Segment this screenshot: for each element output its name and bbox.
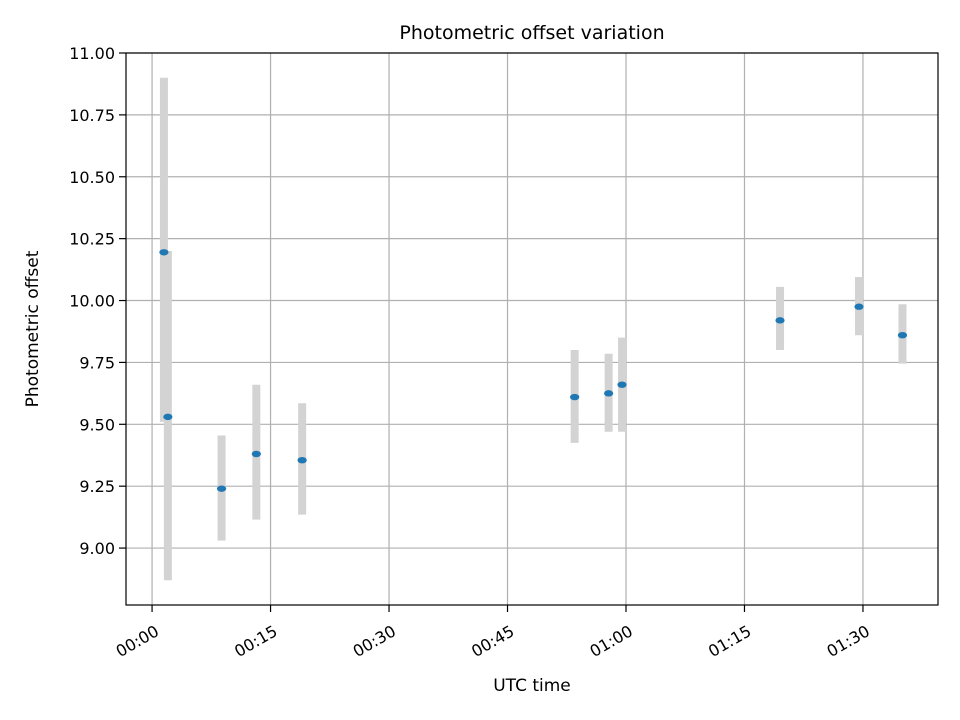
y-axis: 9.00 9.25 9.50 9.75 10.00 10.25 10.50 10.75 11.0… — [69, 44, 126, 558]
data-point — [297, 456, 307, 464]
data-points — [159, 249, 908, 492]
data-point — [159, 249, 169, 256]
y-tick-label: 10.50 — [69, 168, 115, 187]
chart-title: Photometric offset variation — [399, 22, 664, 44]
data-point — [617, 381, 627, 388]
plot-frame — [125, 52, 939, 606]
data-point — [570, 393, 580, 401]
grid — [126, 52, 938, 605]
data-point — [854, 303, 864, 310]
y-tick-label: 10.75 — [69, 106, 115, 125]
y-tick-label: 9.50 — [79, 415, 115, 434]
data-point — [216, 485, 227, 492]
x-axis-label: UTC time — [493, 676, 571, 696]
y-tick-label: 10.25 — [69, 230, 115, 249]
data-point — [897, 331, 908, 339]
y-axis-label: Photometric offset — [23, 250, 43, 407]
data-point — [251, 450, 261, 458]
y-tick-label: 10.00 — [69, 292, 115, 311]
y-tick-label: 9.75 — [79, 353, 115, 372]
data-point — [604, 390, 614, 397]
data-point — [163, 413, 173, 421]
data-point — [775, 317, 785, 324]
y-tick-label: 9.00 — [79, 539, 115, 558]
y-tick-label: 9.25 — [79, 477, 115, 496]
y-tick-label: 11.00 — [69, 44, 115, 63]
